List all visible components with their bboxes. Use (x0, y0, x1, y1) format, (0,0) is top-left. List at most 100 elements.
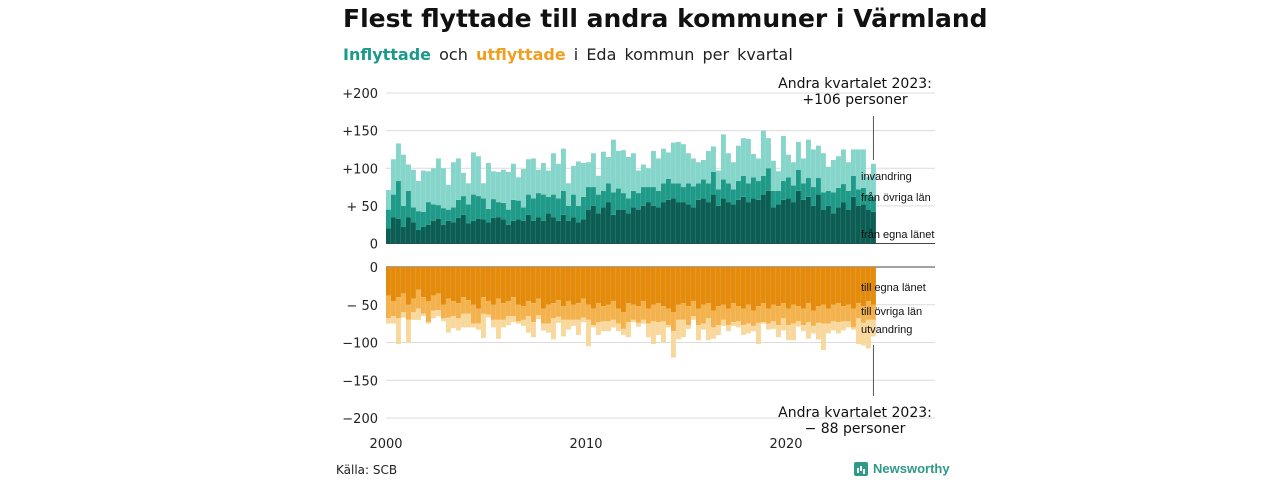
outflow-bar-2 (636, 306, 641, 323)
inflow-bar-3 (561, 148, 566, 191)
lower-series-label: till övriga län (861, 306, 922, 318)
inflow-bar-2 (621, 193, 626, 210)
outflow-bar-2 (626, 303, 631, 323)
inflow-bar-2 (841, 184, 846, 203)
x-tick-label: 2000 (369, 437, 402, 452)
inflow-bar-1 (781, 199, 786, 244)
inflow-bar-1 (596, 213, 601, 244)
inflow-bar-2 (516, 200, 521, 220)
outflow-bar-3 (806, 322, 811, 339)
inflow-bar-2 (751, 177, 756, 199)
inflow-bar-2 (631, 190, 636, 208)
inflow-bar-3 (776, 171, 781, 191)
outflow-bar-1 (441, 267, 446, 305)
inflow-bar-1 (631, 207, 636, 244)
inflow-bar-1 (816, 194, 821, 244)
inflow-bar-1 (591, 205, 596, 244)
outflow-bar-1 (616, 267, 621, 309)
outflow-bar-2 (836, 303, 841, 323)
outflow-bar-3 (736, 321, 741, 328)
outflow-bar-3 (616, 323, 621, 332)
inflow-bar-3 (656, 158, 661, 191)
outflow-bar-1 (551, 267, 556, 304)
inflow-bar-3 (481, 183, 486, 199)
upper-y-tick-label: +100 (342, 162, 378, 177)
inflow-bar-2 (726, 183, 731, 203)
outflow-bar-3 (861, 322, 866, 346)
outflow-bar-3 (581, 317, 586, 323)
outflow-bar-1 (401, 267, 406, 294)
inflow-bar-3 (721, 134, 726, 180)
inflow-bar-2 (686, 183, 691, 205)
inflow-bar-3 (871, 163, 876, 197)
inflow-bar-3 (531, 158, 536, 199)
outflow-bar-2 (446, 298, 451, 318)
outflow-bar-1 (816, 267, 821, 307)
outflow-bar-2 (391, 300, 396, 317)
inflow-bar-3 (626, 156, 631, 199)
outflow-bar-2 (706, 303, 711, 319)
inflow-bar-2 (736, 181, 741, 200)
newsworthy-logo[interactable]: Newsworthy (854, 461, 950, 476)
outflow-bar-1 (391, 267, 396, 301)
inflow-bar-2 (521, 207, 526, 221)
inflow-bar-1 (646, 202, 651, 244)
inflow-bar-1 (401, 226, 406, 244)
outflow-bar-3 (776, 325, 781, 338)
subtitle-inflyttade: Inflyttade (343, 45, 432, 64)
bars (386, 130, 876, 358)
inflow-bar-3 (411, 169, 416, 208)
x-tick-label: 2010 (569, 437, 602, 452)
inflow-bar-1 (716, 205, 721, 244)
inflow-bar-3 (761, 130, 766, 176)
newsworthy-logo-icon (854, 461, 868, 476)
inflow-bar-2 (421, 211, 426, 227)
inflow-bar-3 (496, 172, 501, 203)
inflow-bar-2 (766, 168, 771, 191)
inflow-bar-2 (396, 181, 401, 219)
outflow-bar-3 (476, 323, 481, 330)
outflow-bar-1 (796, 267, 801, 307)
outflow-bar-3 (526, 316, 531, 333)
inflow-bar-2 (696, 183, 701, 200)
inflow-bar-1 (446, 220, 451, 244)
outflow-bar-3 (811, 325, 816, 334)
inflow-bar-2 (716, 189, 721, 206)
outflow-bar-1 (446, 267, 451, 299)
outflow-bar-3 (711, 327, 716, 339)
inflow-bar-1 (651, 205, 656, 244)
outflow-bar-2 (516, 304, 521, 322)
inflow-bar-3 (406, 164, 411, 191)
outflow-bar-2 (546, 304, 551, 324)
outflow-bar-2 (826, 308, 831, 324)
outflow-bar-1 (581, 267, 586, 299)
inflow-bar-3 (606, 156, 611, 184)
outflow-bar-2 (621, 312, 626, 329)
inflow-bar-1 (606, 202, 611, 244)
outflow-bar-1 (801, 267, 806, 309)
outflow-bar-2 (436, 293, 441, 311)
outflow-bar-2 (701, 304, 706, 324)
inflow-bar-2 (506, 209, 511, 225)
outflow-bar-3 (671, 331, 676, 358)
outflow-bar-3 (561, 319, 566, 337)
outflow-bar-1 (406, 267, 411, 305)
inflow-bar-3 (556, 163, 561, 199)
inflow-bar-1 (746, 202, 751, 244)
subtitle-rest: i Eda kommun per kvartal (573, 45, 793, 64)
outflow-bar-3 (756, 322, 761, 345)
outflow-bar-3 (666, 325, 671, 328)
inflow-bar-3 (521, 169, 526, 208)
outflow-bar-3 (816, 322, 821, 340)
outflow-bar-1 (771, 267, 776, 305)
outflow-bar-3 (821, 323, 826, 351)
outflow-bar-3 (521, 319, 526, 326)
inflow-bar-1 (696, 199, 701, 244)
inflow-bar-2 (466, 204, 471, 224)
outflow-bar-1 (601, 267, 606, 307)
inflow-bar-1 (671, 198, 676, 244)
inflow-bar-2 (851, 175, 856, 197)
outflow-bar-2 (751, 310, 756, 326)
outflow-bar-3 (751, 325, 756, 332)
outflow-bar-1 (746, 267, 751, 305)
